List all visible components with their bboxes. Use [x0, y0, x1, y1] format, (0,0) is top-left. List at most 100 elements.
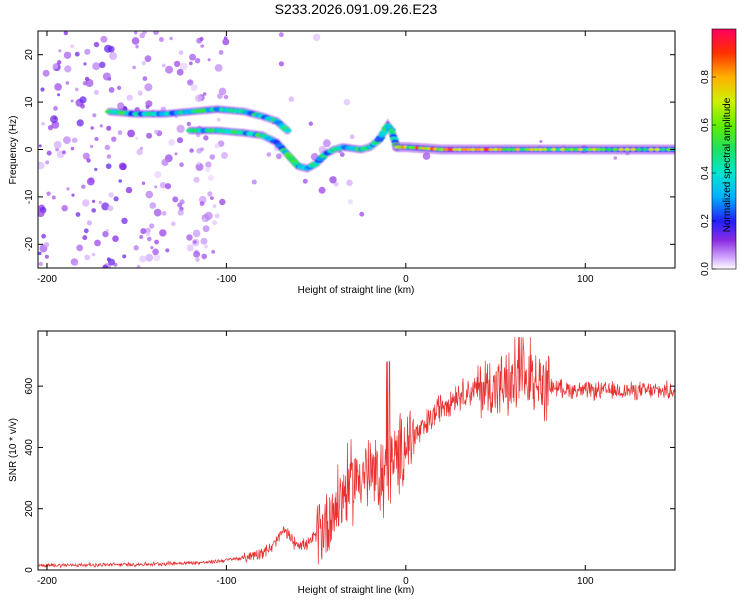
heatmap-noise-blob: [91, 252, 96, 257]
heatmap-noise-blob: [145, 253, 154, 262]
heatmap-noise-blob: [165, 248, 170, 253]
colorbar-label: Normalized spectral amplitude: [722, 97, 733, 232]
heatmap-noise-blob: [102, 230, 109, 238]
heatmap-noise-blob: [141, 181, 146, 185]
ridge-blob: [586, 147, 593, 152]
heatmap-noise-blob: [217, 140, 225, 147]
heatmap-noise-blob: [79, 96, 87, 104]
heatmap-noise-blob: [44, 242, 50, 248]
heatmap-noise-blob: [172, 196, 179, 203]
y-tick-label: 600: [24, 377, 35, 394]
heatmap-noise-blob: [207, 174, 214, 181]
heatmap-noise-blob: [189, 148, 194, 153]
colorbar-tick-label: 0.8: [700, 70, 711, 84]
heatmap-noise-blob: [66, 187, 70, 191]
heatmap-noise-blob: [58, 49, 62, 53]
heatmap-noise-blob: [150, 246, 154, 250]
heatmap-noise-blob: [38, 209, 45, 218]
heatmap-y-label: Frequency (Hz): [8, 116, 19, 185]
heatmap-noise-blob: [70, 99, 74, 103]
heatmap-noise-blob: [65, 81, 70, 85]
heatmap-noise-blob: [108, 258, 115, 266]
heatmap-noise-blob: [121, 217, 128, 224]
heatmap-noise-blob: [349, 134, 355, 140]
heatmap-noise-blob: [51, 195, 56, 200]
heatmap-noise-blob: [346, 179, 353, 187]
heatmap-noise-blob: [145, 227, 151, 234]
heatmap-noise-blob: [188, 61, 193, 66]
heatmap-noise-blob: [159, 229, 167, 237]
ridge-blob: [618, 147, 625, 152]
heatmap-noise-blob: [177, 202, 183, 208]
heatmap-noise-blob: [145, 104, 150, 109]
ridge-blob: [630, 147, 637, 152]
ridge-blob: [606, 147, 613, 152]
heatmap-noise-blob: [141, 61, 146, 66]
heatmap-noise-blob: [126, 94, 133, 101]
ridge-blob: [479, 147, 486, 152]
heatmap-noise-blob: [203, 135, 209, 141]
y-tick-label: 0: [24, 146, 35, 152]
heatmap-noise-blob: [38, 251, 42, 256]
heatmap-noise-blob: [207, 191, 213, 197]
heatmap-noise-blob: [109, 52, 118, 60]
heatmap-noise-blob: [62, 150, 66, 155]
heatmap-noise-blob: [46, 150, 52, 156]
heatmap-noise-blob: [161, 158, 169, 166]
heatmap-noise-blob: [179, 162, 184, 167]
heatmap-noise-blob: [203, 244, 208, 249]
ridge-blob: [636, 147, 643, 152]
heatmap-noise-blob: [92, 113, 97, 118]
x-tick-label: 0: [403, 576, 409, 587]
heatmap-noise-blob: [223, 94, 229, 100]
heatmap-noise-blob: [44, 254, 49, 259]
heatmap-noise-blob: [154, 171, 162, 179]
heatmap-noise-blob: [145, 190, 154, 199]
heatmap-noise-blob: [153, 129, 159, 134]
ridge-blob: [666, 147, 672, 152]
ridge-blob: [488, 147, 495, 152]
x-tick-label: 100: [577, 576, 594, 587]
heatmap-noise-blob: [106, 125, 112, 131]
heatmap-noise-blob: [194, 94, 203, 103]
heatmap-noise-blob: [132, 65, 136, 70]
heatmap-noise-blob: [82, 235, 88, 241]
heatmap-noise-blob: [152, 248, 159, 256]
heatmap-noise-blob: [139, 146, 144, 150]
heatmap-noise-blob: [102, 72, 111, 81]
heatmap-noise-blob: [189, 53, 196, 61]
ridge-blob: [559, 147, 566, 152]
heatmap-noise-blob: [278, 61, 284, 67]
heatmap-noise-blob: [100, 35, 108, 43]
heatmap-noise-blob: [94, 167, 98, 172]
heatmap-noise-blob: [223, 36, 228, 40]
heatmap-noise-blob: [91, 208, 96, 213]
heatmap-noise-blob: [217, 93, 223, 99]
snr-panel: -200 -100 0 100 0 200 400 600 Height of straig…: [8, 330, 676, 596]
heatmap-noise-blob: [169, 36, 173, 41]
heatmap-noise-blob: [288, 96, 295, 102]
heatmap-noise-blob: [200, 237, 208, 245]
heatmap-noise-blob: [63, 31, 68, 36]
heatmap-x-ticks: -200 -100 0 100: [37, 31, 594, 285]
heatmap-noise-blob: [174, 152, 178, 156]
heatmap-noise-blob: [105, 163, 112, 169]
heatmap-noise-blob: [83, 228, 89, 234]
ridge-blob: [492, 147, 499, 152]
heatmap-noise-blob: [212, 204, 217, 208]
heatmap-noise-blob: [144, 55, 152, 63]
heatmap-noise-blob: [104, 144, 111, 151]
heatmap-noise-blob: [63, 136, 71, 145]
ridge-blob: [452, 147, 459, 152]
heatmap-noise-blob: [153, 254, 161, 262]
ridge-blob: [624, 147, 631, 152]
heatmap-noise-blob: [329, 176, 337, 184]
y-tick-label: 20: [24, 49, 35, 61]
heatmap-noise-blob: [302, 178, 308, 184]
heatmap-noise-blob: [106, 154, 112, 159]
heatmap-noise-blob: [61, 205, 68, 212]
heatmap-noise-blob: [112, 235, 119, 242]
ridge-blob: [654, 147, 661, 152]
heatmap-noise-blob: [202, 217, 207, 222]
